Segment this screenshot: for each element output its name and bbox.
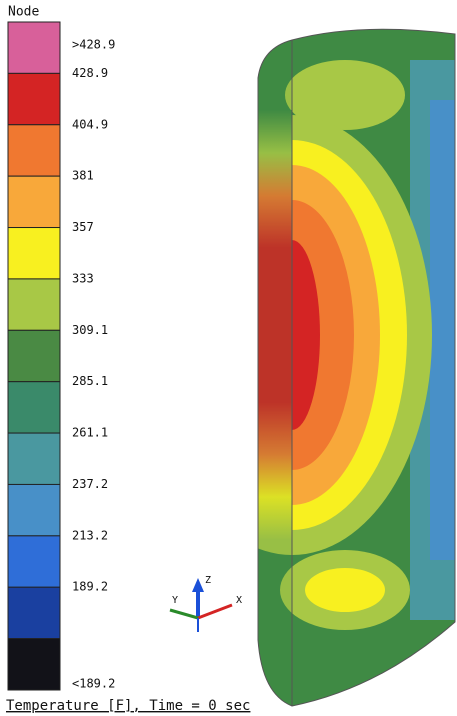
legend-swatch <box>8 176 60 227</box>
legend-swatch <box>8 382 60 433</box>
legend-swatch <box>8 587 60 638</box>
legend-label: >428.9 <box>72 38 115 52</box>
axis-z-label: Z <box>205 575 211 586</box>
legend-swatch <box>8 228 60 279</box>
page: {"legend": {"title": "Node", "items": [ … <box>0 0 457 716</box>
legend-label: 213.2 <box>72 528 108 542</box>
contour-view: Node >428.9 428.9 404.9 381 357 333 309.1 285.1… <box>0 0 457 716</box>
legend-label: 237.2 <box>72 477 108 491</box>
legend-swatch <box>8 73 60 124</box>
legend-label: 285.1 <box>72 374 108 388</box>
legend-swatch <box>8 639 60 690</box>
legend-swatch <box>8 279 60 330</box>
legend-swatch <box>8 536 60 587</box>
legend-label: 404.9 <box>72 117 108 131</box>
axis-y-label: Y <box>172 595 178 606</box>
footer-caption: Temperature [F], Time = 0 sec <box>6 698 250 714</box>
legend-swatch <box>8 125 60 176</box>
legend-label: 309.1 <box>72 323 108 337</box>
legend-label: 333 <box>72 271 94 285</box>
legend-swatch <box>8 433 60 484</box>
axis-x-label: X <box>236 595 242 606</box>
legend-label: <189.2 <box>72 677 115 691</box>
legend-swatch <box>8 484 60 535</box>
legend-label: 357 <box>72 220 94 234</box>
legend-label: 189.2 <box>72 580 108 594</box>
legend-title: Node <box>8 5 39 20</box>
legend-label: 261.1 <box>72 426 108 440</box>
legend: >428.9 428.9 404.9 381 357 333 309.1 285.1 261.1… <box>8 22 115 691</box>
axis-triad: Z Y X <box>170 575 242 632</box>
legend-label: 381 <box>72 169 94 183</box>
legend-swatch <box>8 22 60 73</box>
legend-label: 428.9 <box>72 66 108 80</box>
legend-swatch <box>8 330 60 381</box>
